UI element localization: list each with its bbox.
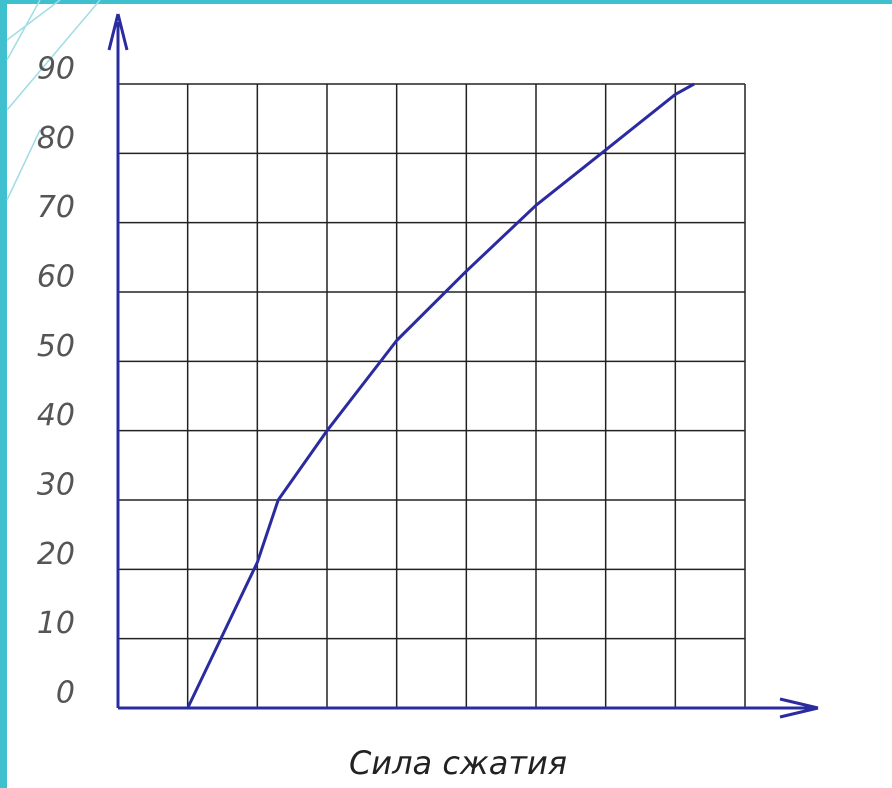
y-tick-label: 60 (37, 260, 75, 295)
plot (107, 13, 819, 719)
y-tick-label: 30 (37, 468, 75, 503)
y-tick-label: 50 (37, 329, 75, 364)
x-axis-arrow (779, 697, 819, 719)
top-border (0, 0, 892, 4)
x-axis-label: Сила сжатия (349, 744, 567, 782)
y-tick-label: 90 (37, 52, 75, 87)
y-tick-label: 70 (37, 190, 75, 225)
decoration (6, 0, 101, 201)
y-tick-label: 10 (37, 606, 75, 641)
grid (117, 83, 746, 709)
y-tick-label: 20 (37, 537, 75, 572)
y-tick-label: 0 (56, 676, 75, 711)
left-border (0, 0, 7, 788)
y-tick-label: 40 (37, 398, 75, 433)
y-tick-label: 80 (37, 121, 75, 156)
curve (186, 82, 695, 709)
y-axis-arrow (107, 13, 129, 51)
